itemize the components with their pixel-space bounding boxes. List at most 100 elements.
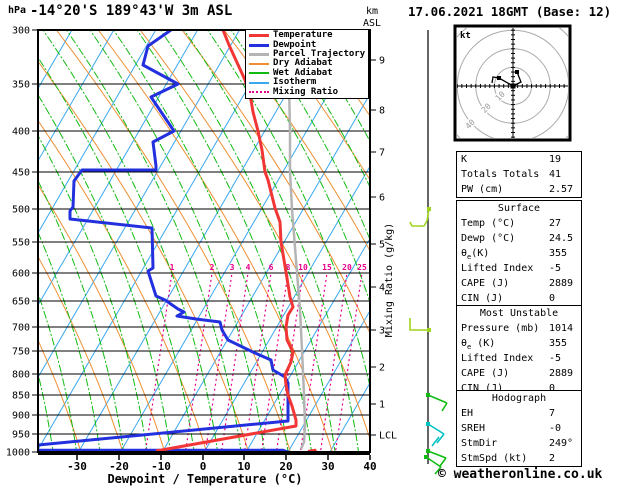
wind-barb [409, 318, 429, 331]
hodo-unit-label: kt [460, 31, 471, 41]
table-row-value: 355 [549, 248, 568, 259]
mixing-ratio-label: 1 [170, 263, 175, 272]
table-header: Surface [497, 203, 541, 214]
table-row: Temp (°C) 27 [457, 216, 581, 231]
wind-barb [409, 208, 430, 227]
table-row: Totals Totals 41 [457, 167, 581, 182]
wind-barb [431, 436, 440, 447]
table-row-value: -0 [549, 423, 562, 434]
table-row: θe(K) 355 [457, 246, 581, 261]
copyright: © weatheronline.co.uk [438, 467, 603, 482]
pressure-tick-label: 400 [12, 127, 30, 138]
km-tick-label: 1 [379, 400, 385, 411]
wind-barb [434, 466, 442, 475]
table-row-label: Temp (°C) [461, 218, 516, 229]
pressure-tick-label: 350 [12, 80, 30, 91]
temp-tick-label: 40 [363, 460, 376, 473]
legend: Temperature Dewpoint Parcel Trajectory Dry … [245, 29, 369, 99]
table-row: Pressure (mb) 1014 [457, 321, 581, 336]
table-row-label: θe (K) [461, 338, 496, 351]
table-row: StmSpd (kt) 2 [457, 451, 581, 466]
mixing-ratio-label: 2 [210, 263, 215, 272]
table-row: CAPE (J) 2889 [457, 276, 581, 291]
mixing-ratio-label: 4 [246, 263, 251, 272]
table-row-value: 1014 [549, 323, 574, 334]
temp-tick-label: 10 [237, 460, 250, 473]
legend-item: Parcel Trajectory [246, 50, 368, 59]
table-row-label: EH [461, 408, 474, 419]
km-tick-label: 7 [379, 148, 385, 159]
table-row-label: Pressure (mb) [461, 323, 540, 334]
legend-item: Isotherm [246, 78, 368, 87]
table-row-value: 19 [549, 154, 562, 165]
temperature-curve [155, 30, 298, 453]
km-tick-label: 6 [379, 193, 385, 204]
wind-barb [439, 457, 447, 467]
data-table: Hodograph EH 7 SREH -0 StmDir 249° StmSpd (kt) 2 [456, 390, 582, 467]
table-row-label: CIN (J) [461, 293, 504, 304]
hodograph-trace [491, 71, 522, 87]
temp-tick-label: -20 [109, 460, 129, 473]
plot-area: 1 2 3 4 6 8 10 15 20 25 [38, 30, 370, 455]
station-title: -14°20'S 189°43'W 3m ASL [30, 3, 233, 19]
table-row: CAPE (J) 2889 [457, 366, 581, 381]
table-row: EH 7 [457, 406, 581, 421]
wind-barb [427, 423, 445, 435]
wind-barb [441, 402, 448, 412]
data-table: Most Unstable Pressure (mb) 1014 θe (K) 355 L… [456, 305, 582, 397]
legend-swatch [249, 53, 269, 57]
table-row-label: StmSpd (kt) [461, 453, 528, 464]
pressure-tick-label: 900 [12, 411, 30, 422]
table-row-value: 355 [549, 338, 568, 349]
table-row-label: CAPE (J) [461, 278, 510, 289]
table-row: StmDir 249° [457, 436, 581, 451]
pressure-tick-label: 500 [12, 205, 30, 216]
table-row-label: Lifted Index [461, 263, 534, 274]
legend-swatch [249, 72, 269, 75]
table-row-label: PW (cm) [461, 184, 504, 195]
pressure-axis-unit: hPa [8, 5, 26, 16]
legend-label: Temperature [273, 30, 333, 41]
legend-swatch [249, 62, 269, 65]
km-tick-label: 5 [379, 240, 385, 251]
temp-tick-label: 0 [200, 460, 207, 473]
legend-label: Parcel Trajectory [273, 49, 366, 60]
pressure-tick-label: 750 [12, 347, 30, 358]
xaxis-title: Dewpoint / Temperature (°C) [107, 472, 302, 486]
parcel-trajectory-curve [286, 57, 307, 450]
pressure-tick-label: 800 [12, 370, 30, 381]
km-tick-label: 3 [379, 326, 385, 337]
table-row-label: Dewp (°C) [461, 233, 516, 244]
table-row-label: SREH [461, 423, 486, 434]
legend-item: Dewpoint [246, 40, 368, 50]
table-row: θe (K) 355 [457, 336, 581, 351]
wind-barb [425, 456, 442, 468]
dewpoint-curve [38, 30, 290, 447]
mixing-ratio-label: 25 [357, 263, 367, 272]
table-row-label: CIN (J) [461, 383, 504, 394]
legend-label: Dry Adiabat [273, 58, 333, 69]
temp-tick-label: -10 [151, 460, 171, 473]
table-row-value: 0 [549, 383, 556, 394]
pressure-tick-label: 650 [12, 297, 30, 308]
table-row-label: Lifted Index [461, 353, 534, 364]
pressure-tick-label: 450 [12, 168, 30, 179]
mixing-ratio-label: 3 [230, 263, 235, 272]
legend-item: Temperature [246, 31, 368, 40]
mixing-axis-title: Mixing Ratio (g/kg) [384, 223, 395, 337]
table-row-value: 7 [549, 408, 556, 419]
table-header: Hodograph [491, 393, 547, 404]
legend-swatch [249, 91, 269, 94]
table-row: SREH -0 [457, 421, 581, 436]
table-row: PW (cm) 2.57 [457, 182, 581, 197]
wind-barb [427, 394, 448, 404]
pressure-tick-label: 550 [12, 238, 30, 249]
km-tick-label: 4 [379, 283, 385, 294]
table-row-value: 24.5 [549, 233, 574, 244]
valid-time: 17.06.2021 18GMT (Base: 12) [408, 4, 612, 19]
table-row-label: K [461, 154, 468, 165]
mixing-ratio-label: 6 [269, 263, 274, 272]
wind-barb [436, 433, 445, 444]
mixing-ratio-label: 10 [298, 263, 308, 272]
temp-tick-label: 30 [321, 460, 334, 473]
